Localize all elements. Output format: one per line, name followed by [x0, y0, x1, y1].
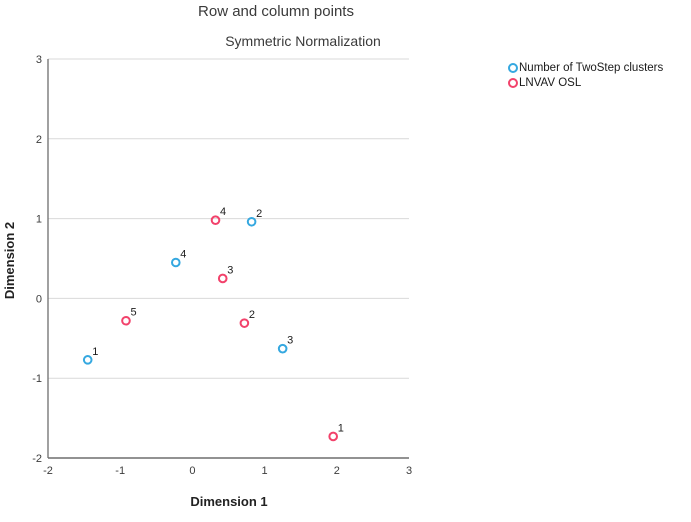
data-point [328, 431, 338, 442]
data-point [210, 215, 221, 225]
x-tick-label: 1 [262, 465, 268, 477]
x-axis-label: Dimension 1 [190, 494, 268, 509]
data-point-label: 5 [130, 307, 136, 319]
data-point-label: 1 [338, 422, 344, 434]
y-axis-label-container: Dimension 2 [2, 170, 18, 350]
scatter-plot: -2 -1 0 1 2 3 -2 -1 0 1 2 3 1 2 3 4 1 2 3 4 5 [32, 54, 412, 477]
circle-marker-icon [508, 62, 518, 73]
x-tick-label: 3 [406, 465, 412, 477]
chart-subtitle: Symmetric Normalization [225, 33, 381, 49]
data-point [82, 355, 93, 365]
y-tick-label: 1 [36, 214, 42, 226]
y-tick-label: 3 [36, 54, 42, 66]
data-point [239, 318, 250, 328]
x-tick-label: -2 [43, 465, 53, 477]
circle-marker-icon [508, 77, 518, 88]
data-point [121, 315, 131, 326]
x-tick-label: -1 [115, 465, 125, 477]
y-tick-label: 0 [36, 293, 42, 305]
data-point [217, 273, 228, 284]
y-tick-label: 2 [36, 134, 42, 146]
legend-item: LNVAV OSL [508, 75, 663, 90]
legend-label: LNVAV OSL [519, 76, 582, 89]
data-point-label: 2 [249, 309, 255, 321]
chart-title: Row and column points [198, 3, 354, 20]
data-point [246, 216, 257, 227]
data-point-label: 3 [227, 264, 233, 276]
y-tick-label: -2 [32, 453, 42, 465]
data-point-label: 2 [256, 208, 262, 220]
x-tick-label: 0 [189, 465, 195, 477]
legend-label: Number of TwoStep clusters [519, 61, 664, 74]
data-point-label: 4 [220, 206, 226, 218]
legend-item: Number of TwoStep clusters [508, 60, 663, 75]
y-tick-label: -1 [32, 373, 42, 385]
y-axis-label: Dimension 2 [2, 221, 18, 299]
legend: Number of TwoStep clusters LNVAV OSL [508, 60, 663, 90]
data-point [170, 257, 181, 268]
data-point-label: 3 [287, 335, 293, 347]
x-tick-label: 2 [334, 465, 340, 477]
data-point [277, 343, 288, 354]
data-point-label: 1 [92, 346, 98, 358]
data-point-label: 4 [180, 248, 186, 260]
